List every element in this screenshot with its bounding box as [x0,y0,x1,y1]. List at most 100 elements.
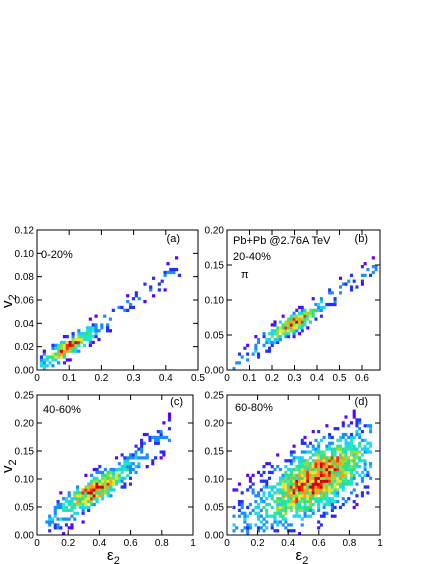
heatmap-cell [317,485,321,489]
heatmap-cell [292,514,296,518]
heatmap-cell [88,332,92,336]
heatmap-cell [311,470,315,475]
heatmap-cell [262,485,266,489]
heatmap-cell [251,482,255,486]
heatmap-cell [70,514,74,518]
heatmap-cell [276,482,280,486]
heatmap-cell [62,355,67,359]
heatmap-cell [317,308,321,312]
heatmap-cell [317,430,321,434]
heatmap-cell [303,491,307,495]
heatmap-cell [115,470,119,475]
heatmap-cell [287,479,291,483]
heatmap-cell [91,326,95,330]
heatmap-cell [134,444,138,448]
heatmap-cell [76,491,80,495]
heatmap-cell [295,326,299,330]
heatmap-cell [64,500,68,504]
heatmap-cell [265,479,269,483]
y-tick-label: 0.10 [205,475,225,486]
heatmap-cell [278,505,282,510]
heatmap-cell [333,479,337,483]
y-tick-label: 0.15 [15,447,35,458]
heatmap-cell [84,485,88,489]
heatmap-cell [341,421,345,425]
heatmap-cell [330,467,334,472]
heatmap-cell [308,441,312,445]
heatmap-cell [101,479,105,483]
heatmap-cell [336,456,340,460]
heatmap-cell [276,465,280,469]
heatmap-cell [322,479,326,483]
heatmap-cell [281,476,285,480]
heatmap-cell [145,465,149,469]
heatmap-cell [106,479,110,483]
heatmap-cell [314,308,318,312]
heatmap-cell [103,473,107,477]
heatmap-cell [101,494,105,498]
heatmap-cell [53,505,57,510]
heatmap-cell [336,467,340,472]
panel-annotation: (c) [170,396,183,408]
heatmap-cell [333,491,337,495]
heatmap-cell [62,505,66,510]
panel-annotation: 0-20% [41,249,73,261]
heatmap-cell [336,494,340,498]
heatmap-cell [246,505,250,510]
heatmap-cell [363,450,367,454]
heatmap-cell [149,285,153,289]
heatmap-cell [98,470,102,475]
heatmap-cell [120,305,124,310]
heatmap-cell [284,494,288,498]
heatmap-cell [330,505,334,510]
heatmap-cell [83,343,87,347]
heatmap-cell [322,465,326,469]
heatmap-cell [77,332,81,336]
heatmap-cell [292,323,296,327]
heatmap-cell [70,497,74,501]
heatmap-cell [317,520,321,524]
y-tick-label: 0.00 [15,531,35,542]
heatmap-cells [232,409,373,536]
heatmap-cell [284,329,288,333]
heatmap-cell [303,500,307,504]
heatmap-cell [303,497,307,501]
heatmap-cell [98,482,102,486]
heatmap-cell [273,340,277,345]
heatmap-cell [112,473,116,477]
heatmap-cell [62,532,66,536]
heatmap-cell [265,508,269,512]
heatmap-cell [328,479,332,483]
heatmap-cell [70,523,74,527]
heatmap-cell [281,473,285,477]
heatmap-cell [278,479,282,483]
heatmap-cell [117,473,121,477]
heatmap-cell [278,482,282,486]
heatmap-cell [56,500,60,504]
heatmap-cell [347,497,351,501]
heatmap-cell [325,444,329,448]
heatmap-cell [355,450,359,454]
heatmap-cell [128,456,133,460]
heatmap-cell [369,430,373,434]
heatmap-cell [67,491,71,495]
heatmap-cell [237,502,241,507]
heatmap-cell [159,435,163,440]
heatmap-cell [154,456,158,460]
heatmap-cell [106,473,110,477]
heatmap-cell [76,488,80,492]
heatmap-cell [115,482,119,486]
heatmap-cell [273,529,277,533]
heatmap-cell [339,453,343,457]
heatmap-cell [314,473,318,477]
heatmap-cell [303,320,307,324]
heatmap-cell [115,479,119,483]
heatmap-cell [333,467,337,472]
heatmap-cell [276,337,280,342]
heatmap-cell [330,456,334,460]
heatmap-cell [317,450,321,454]
heatmap-cell [295,514,299,518]
heatmap-cell [292,311,296,315]
heatmap-cell [270,470,274,475]
heatmap-cell [42,367,46,371]
